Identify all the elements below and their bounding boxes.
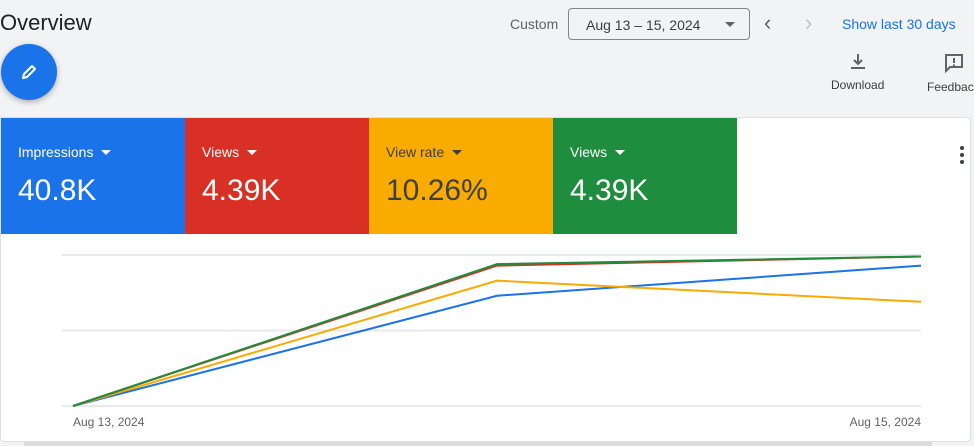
page-title: Overview bbox=[0, 10, 92, 35]
tile-views-2[interactable]: Views 4.39K bbox=[553, 118, 737, 234]
date-range-value: Aug 13 – 15, 2024 bbox=[586, 17, 701, 33]
show-last-30-days-link[interactable]: Show last 30 days bbox=[842, 16, 956, 32]
caret-down-icon bbox=[452, 149, 463, 155]
tile-view-rate[interactable]: View rate 10.26% bbox=[369, 118, 553, 234]
tile-value: 10.26% bbox=[386, 174, 488, 207]
tile-label: Impressions bbox=[18, 144, 94, 160]
series-line-view-rate bbox=[72, 279, 922, 407]
metrics-card: Impressions 40.8K Views 4.39K View rate 10.… bbox=[0, 117, 971, 442]
tile-value: 4.39K bbox=[570, 174, 649, 207]
tile-views[interactable]: Views 4.39K bbox=[185, 118, 369, 234]
download-icon bbox=[850, 54, 865, 69]
tile-value: 40.8K bbox=[18, 174, 97, 207]
edit-button[interactable] bbox=[1, 44, 57, 100]
tile-label: Views bbox=[570, 144, 608, 160]
feedback-label: Feedbac bbox=[927, 80, 974, 94]
tile-impressions[interactable]: Impressions 40.8K bbox=[1, 118, 185, 234]
caret-down-icon bbox=[725, 22, 735, 27]
feedback-icon bbox=[945, 54, 963, 74]
range-label: Custom bbox=[510, 16, 559, 32]
series-line-views bbox=[72, 255, 922, 407]
feedback-button[interactable]: Feedbac bbox=[927, 52, 974, 94]
caret-down-icon bbox=[101, 149, 112, 155]
date-range-dropdown[interactable]: Aug 13 – 15, 2024 bbox=[568, 8, 750, 40]
chevron-right-icon[interactable]: › bbox=[805, 10, 813, 35]
line-chart: Aug 13, 2024 Aug 15, 2024 bbox=[62, 254, 922, 429]
tile-label: Views bbox=[202, 144, 240, 160]
caret-down-icon bbox=[615, 149, 626, 155]
horizontal-scrollbar[interactable] bbox=[24, 442, 932, 446]
caret-down-icon bbox=[247, 149, 258, 155]
tile-label: View rate bbox=[386, 144, 445, 160]
download-button[interactable]: Download bbox=[831, 52, 884, 92]
chevron-left-icon[interactable]: ‹ bbox=[764, 10, 772, 35]
pencil-icon bbox=[22, 65, 36, 79]
tile-value: 4.39K bbox=[202, 174, 281, 207]
download-label: Download bbox=[831, 78, 885, 92]
series-line-impressions bbox=[72, 264, 922, 407]
x-tick-label: Aug 15, 2024 bbox=[850, 415, 922, 429]
more-vert-icon[interactable] bbox=[960, 146, 964, 164]
x-tick-label: Aug 13, 2024 bbox=[73, 415, 145, 429]
